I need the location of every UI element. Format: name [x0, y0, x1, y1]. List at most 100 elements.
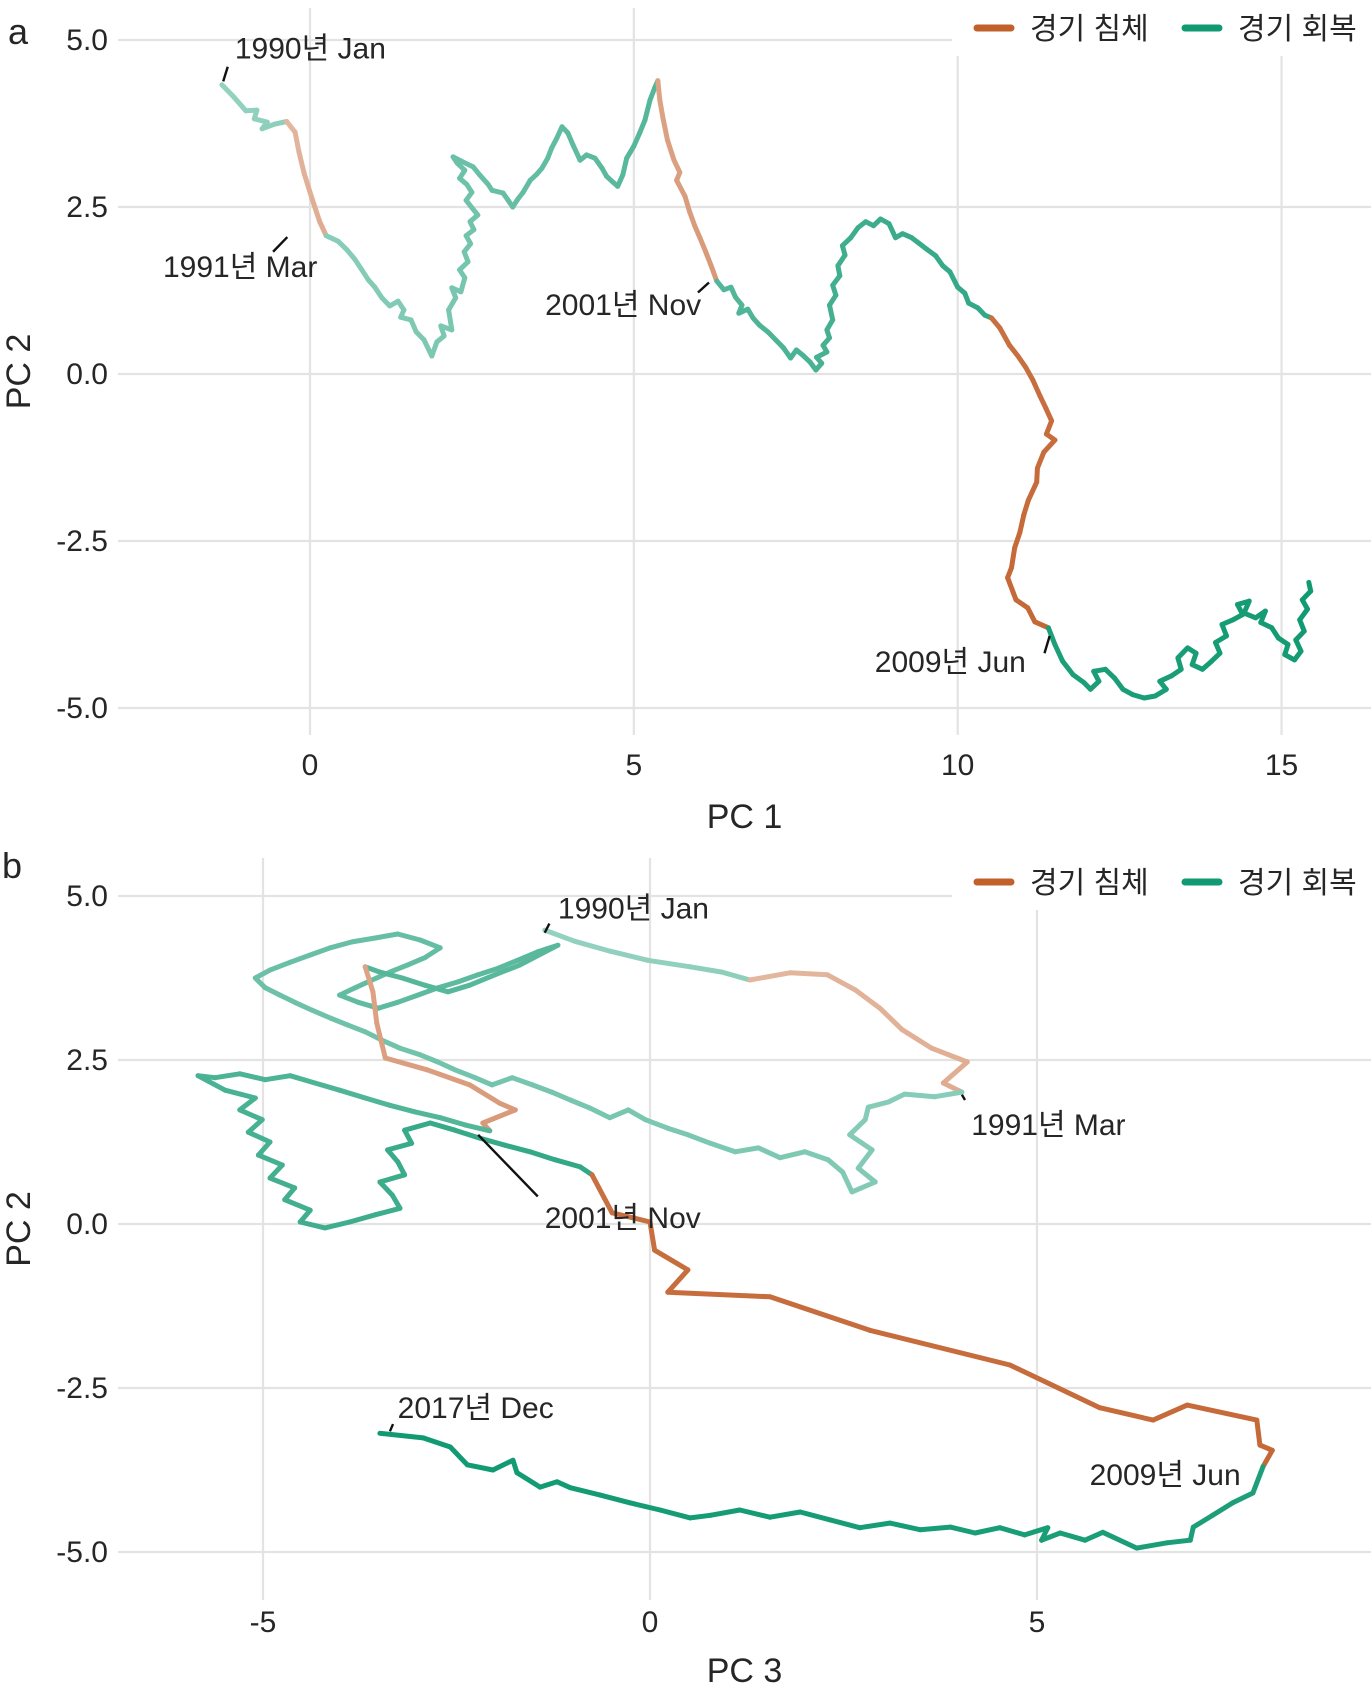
trajectory-segment: [1164, 1537, 1193, 1546]
trajectory-segment: [347, 1212, 378, 1225]
trajectory-segment: [452, 1127, 483, 1141]
trajectory-segment: [417, 1052, 441, 1065]
trajectory-segment: [1052, 642, 1066, 664]
trajectory-segment: [422, 982, 451, 995]
trajectory-segment: [665, 137, 677, 163]
trajectory-segment: [312, 1080, 343, 1093]
trajectory-segment: [255, 1139, 273, 1158]
legend-recession-label: 경기 침체: [1030, 867, 1149, 900]
trajectory-segment: [767, 1509, 803, 1520]
trajectory-segment: [387, 962, 411, 975]
trajectory-segment: [719, 969, 753, 983]
trajectory-segment: [467, 1082, 503, 1106]
trajectory-segment: [349, 935, 378, 945]
trajectory-segment: [467, 972, 498, 988]
gridlines: [118, 858, 1371, 1600]
trajectory: [219, 78, 1314, 701]
trajectory-segment: [902, 1091, 938, 1100]
trajectory-segment: [435, 1059, 458, 1073]
trajectory-segment: [645, 957, 693, 970]
phase-recession: [988, 315, 1058, 631]
trajectory-segment: [480, 1107, 518, 1126]
trajectory-segment: [447, 1444, 470, 1468]
trajectory-segment: [1097, 1405, 1156, 1423]
trajectory-segment: [597, 1492, 633, 1506]
trajectory-segment: [589, 1172, 615, 1216]
y-tick-label: 0.0: [66, 358, 108, 391]
trajectory-segment: [327, 1015, 351, 1028]
trajectory-segment: [377, 1430, 426, 1441]
trajectory-segment: [972, 1525, 1003, 1536]
y-tick-label: 5.0: [66, 880, 108, 913]
trajectory-segment: [537, 1479, 560, 1490]
phase-recession: [284, 119, 329, 239]
trajectory-segment: [947, 269, 961, 290]
annotation-pointer: [477, 1133, 539, 1198]
y-axis-label: PC 2: [0, 1191, 38, 1267]
trajectory-segment: [642, 1117, 671, 1131]
annotation-label: 2009년 Jun: [1090, 1459, 1241, 1492]
trajectory-segment: [1306, 579, 1314, 594]
x-axis-label: PC 3: [707, 1652, 783, 1690]
trajectory-segment: [282, 1197, 313, 1213]
trajectory-segment: [1041, 437, 1058, 455]
trajectory-segment: [277, 992, 298, 1005]
annotation-label: 2001년 Nov: [545, 1202, 701, 1235]
trajectory-segment: [1057, 1530, 1088, 1543]
trajectory-segment: [1260, 1447, 1275, 1470]
trajectory-segment: [587, 1105, 613, 1121]
trajectory-segment: [417, 937, 443, 951]
y-axis-label: PC 2: [0, 334, 38, 410]
annotation-pointer: [222, 66, 229, 82]
trajectory-segment: [309, 195, 323, 225]
phase-recovery: [219, 82, 290, 132]
trajectory-segment: [1025, 605, 1038, 625]
trajectory-segment: [267, 1162, 285, 1181]
trajectory-segment: [395, 931, 423, 943]
y-tick-label: -2.5: [56, 1372, 108, 1405]
trajectory-segment: [379, 1037, 403, 1051]
x-tick-label: 0: [302, 749, 319, 782]
trajectory-segment: [867, 1327, 1013, 1368]
trajectory-segment: [787, 970, 830, 978]
trajectory-segment: [337, 1087, 368, 1101]
trajectory-segment: [296, 149, 307, 177]
annotation-pointer: [388, 1423, 395, 1432]
phase-recovery: [195, 1071, 595, 1231]
annotation-pointer: [960, 1094, 967, 1101]
trajectory-segment: [309, 1007, 333, 1021]
trajectory-segment: [1045, 625, 1058, 647]
trajectory-segment: [307, 945, 333, 958]
trajectory-segment: [237, 1071, 268, 1083]
trajectory-segment: [1250, 1464, 1266, 1496]
trajectory-segment: [625, 1107, 648, 1123]
trajectory-segment: [337, 992, 361, 1005]
trajectory-segment: [292, 999, 315, 1013]
phase-recovery: [252, 931, 965, 1195]
annotation-label: 1990년 Jan: [235, 33, 386, 66]
trajectory-segment: [1184, 1402, 1260, 1423]
trajectory-segment: [1022, 1525, 1051, 1538]
trajectory-segment: [377, 1172, 408, 1185]
annotation-label: 2009년 Jun: [875, 646, 1026, 679]
panel-a: 5.0 2.5 0.0 -2.5 -5.0 0 5 10 15 PC 1 PC 2 a 1990년 Ja…: [0, 2, 1371, 836]
trajectory-segment: [362, 1095, 393, 1108]
trajectory-segment: [490, 1457, 516, 1473]
trajectory-segment: [887, 1520, 923, 1533]
trajectory-segment: [997, 1525, 1028, 1538]
trajectory-segment: [847, 1132, 875, 1153]
panel-letter: b: [2, 845, 22, 886]
trajectory-segment: [627, 1500, 663, 1513]
trajectory-segment: [840, 1169, 855, 1195]
trajectory-segment: [687, 964, 725, 975]
trajectory-segment: [855, 1165, 878, 1185]
trajectory-segment: [287, 952, 313, 965]
trajectory-segment: [1060, 658, 1076, 678]
trajectory-segment: [245, 1129, 273, 1145]
trajectory-segment: [1230, 1490, 1256, 1506]
trajectory-segment: [292, 129, 302, 155]
trajectory-segment: [647, 1219, 658, 1253]
trajectory-segment: [825, 1157, 846, 1175]
trajectory-segment: [267, 1175, 298, 1191]
